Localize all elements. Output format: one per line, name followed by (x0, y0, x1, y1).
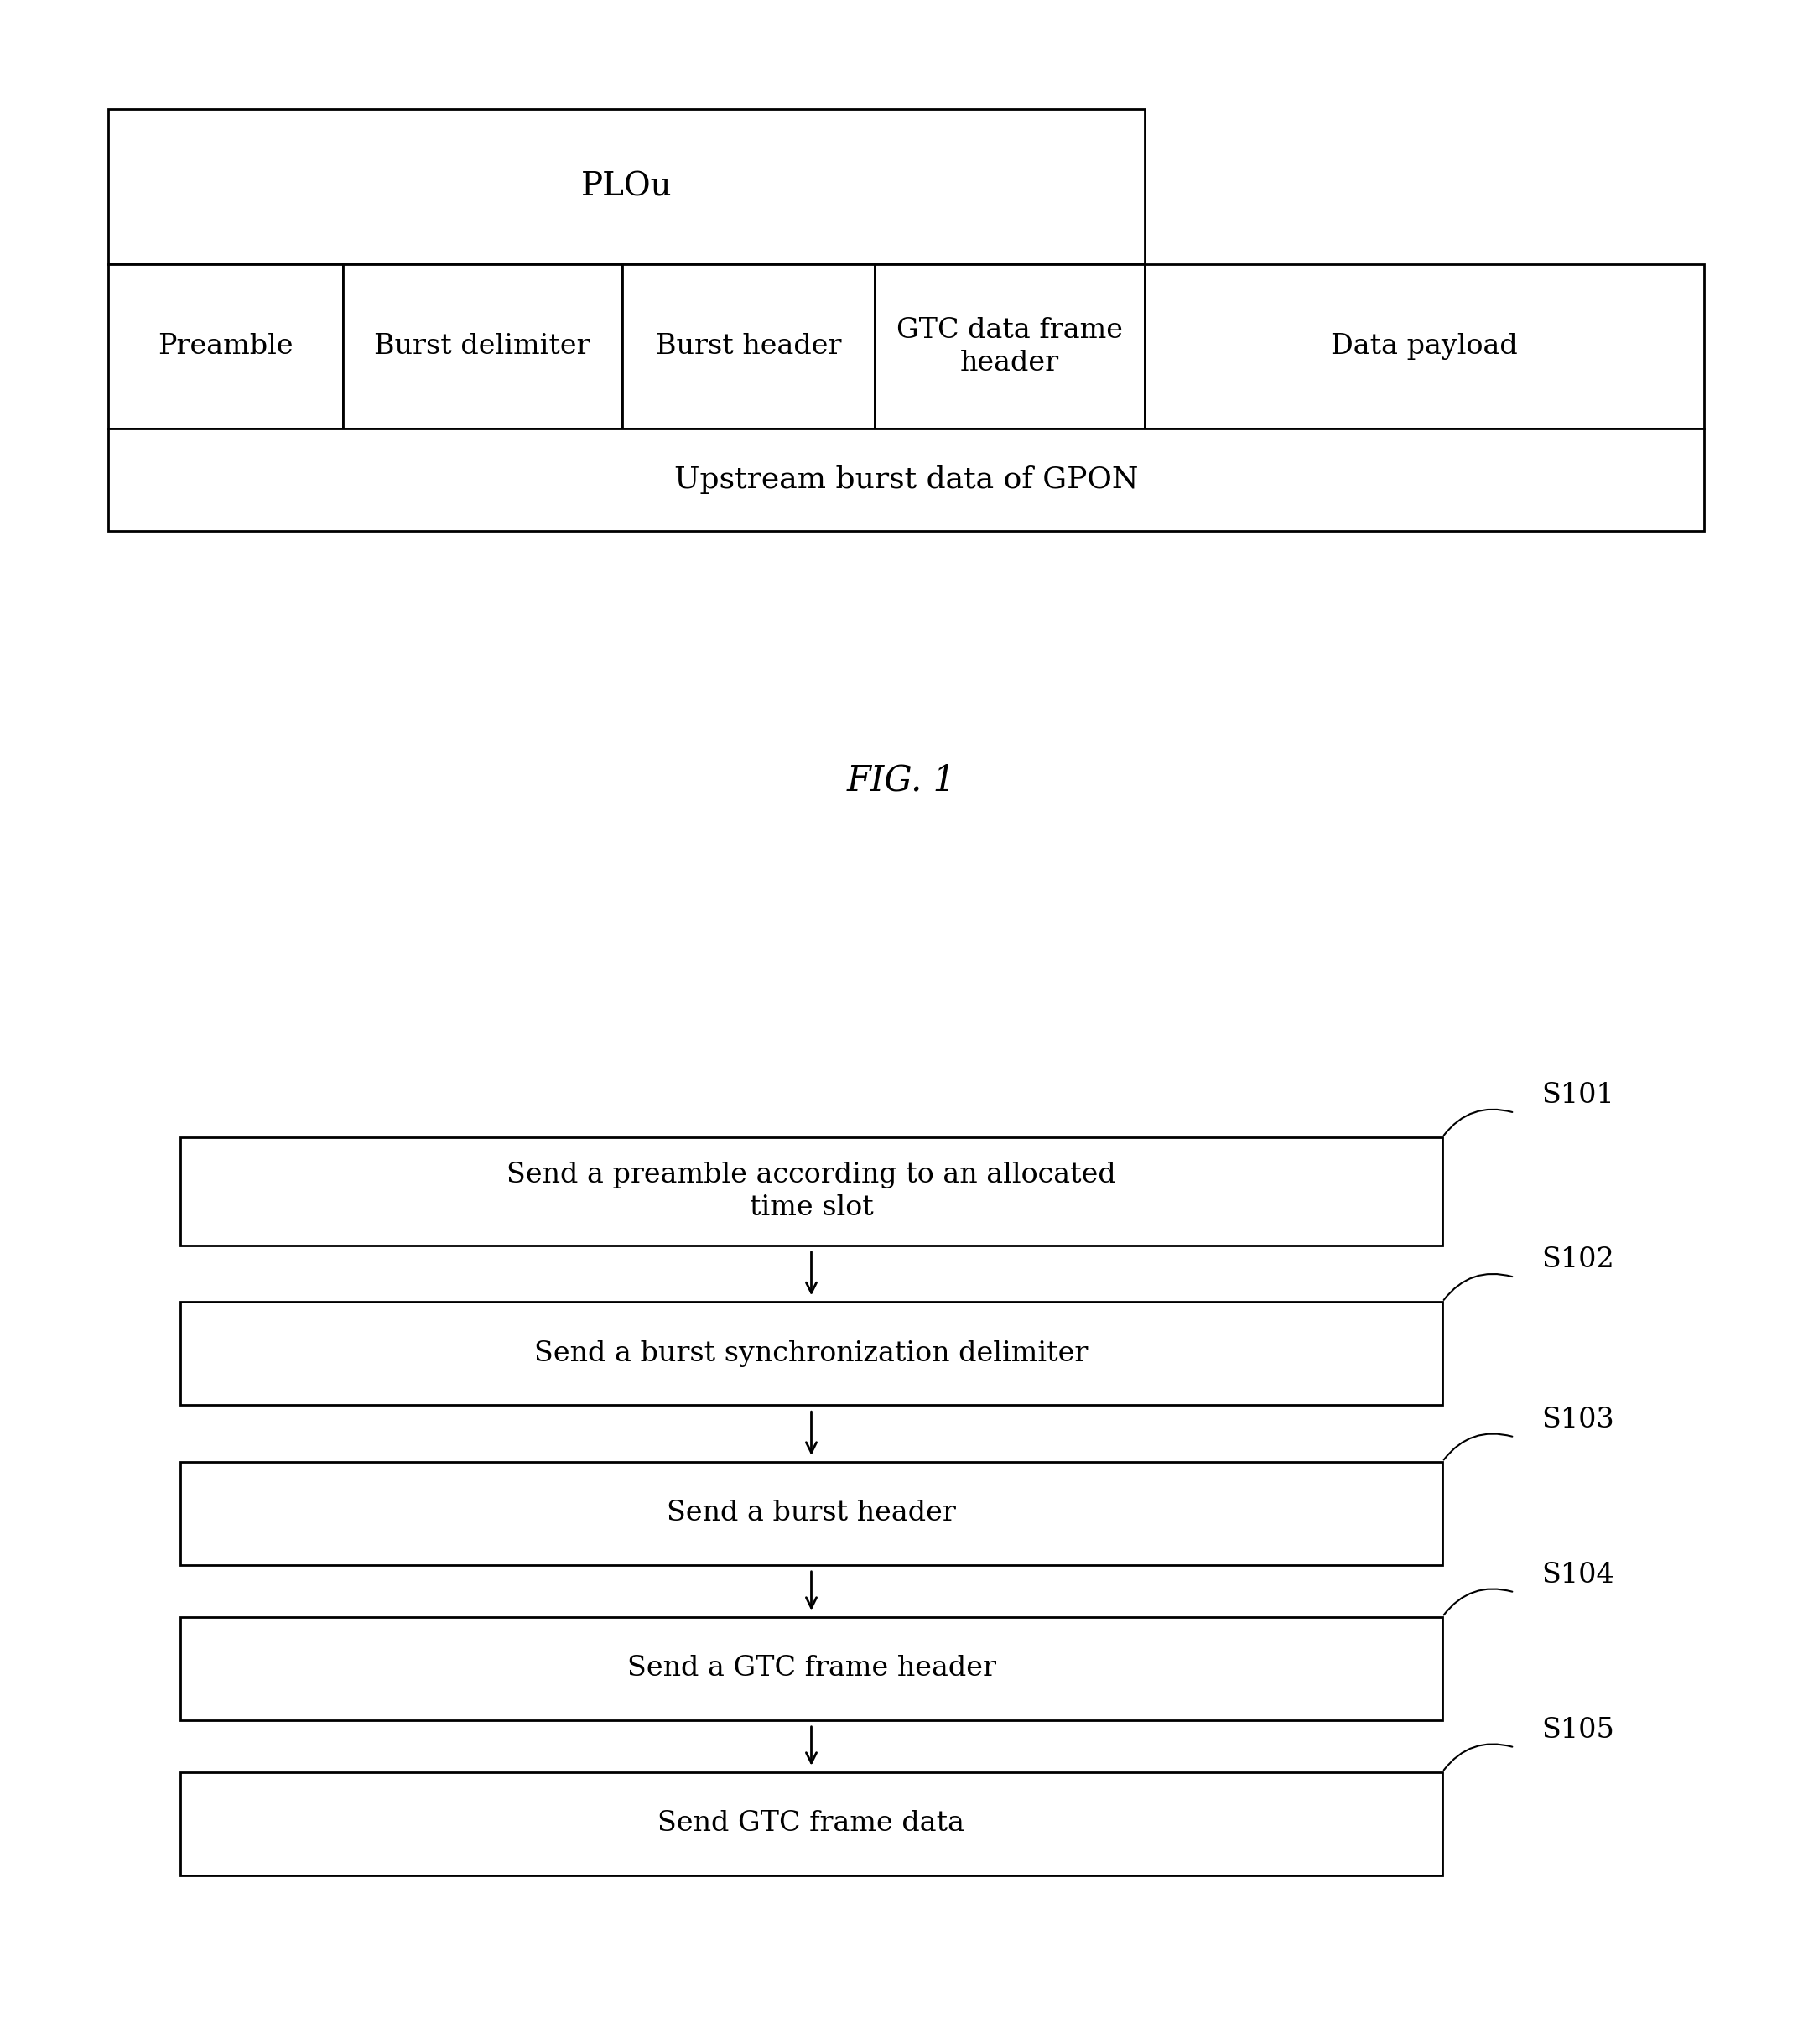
Bar (622, 264, 874, 429)
Text: PLOu: PLOu (581, 172, 673, 202)
Bar (108, 264, 343, 429)
Text: Data payload: Data payload (1331, 333, 1518, 360)
Text: GTC data frame
header: GTC data frame header (896, 317, 1123, 376)
Text: S105: S105 (1542, 1717, 1614, 1744)
Text: S101: S101 (1542, 1081, 1614, 1108)
Bar (343, 264, 622, 429)
Text: FIG. 1: FIG. 1 (847, 762, 956, 797)
Text: Burst delimiter: Burst delimiter (375, 333, 590, 360)
Text: Send GTC frame data: Send GTC frame data (658, 1811, 965, 1838)
Text: S102: S102 (1542, 1247, 1614, 1273)
Bar (874, 264, 1145, 429)
Text: Send a GTC frame header: Send a GTC frame header (627, 1656, 995, 1682)
Bar (180, 1617, 1442, 1721)
Bar (108, 108, 1145, 264)
Text: S104: S104 (1542, 1562, 1614, 1588)
Text: Burst header: Burst header (654, 333, 842, 360)
Bar (180, 1461, 1442, 1566)
Bar (108, 429, 1704, 531)
Text: Send a burst synchronization delimiter: Send a burst synchronization delimiter (534, 1341, 1089, 1367)
Text: Preamble: Preamble (157, 333, 294, 360)
Bar (1145, 264, 1704, 429)
Bar (180, 1302, 1442, 1406)
Text: Send a preamble according to an allocated
time slot: Send a preamble according to an allocate… (507, 1161, 1116, 1222)
Text: Upstream burst data of GPON: Upstream burst data of GPON (674, 466, 1138, 495)
Text: S103: S103 (1542, 1406, 1614, 1433)
Bar (180, 1772, 1442, 1876)
Bar (180, 1136, 1442, 1245)
Text: Send a burst header: Send a burst header (667, 1500, 956, 1527)
